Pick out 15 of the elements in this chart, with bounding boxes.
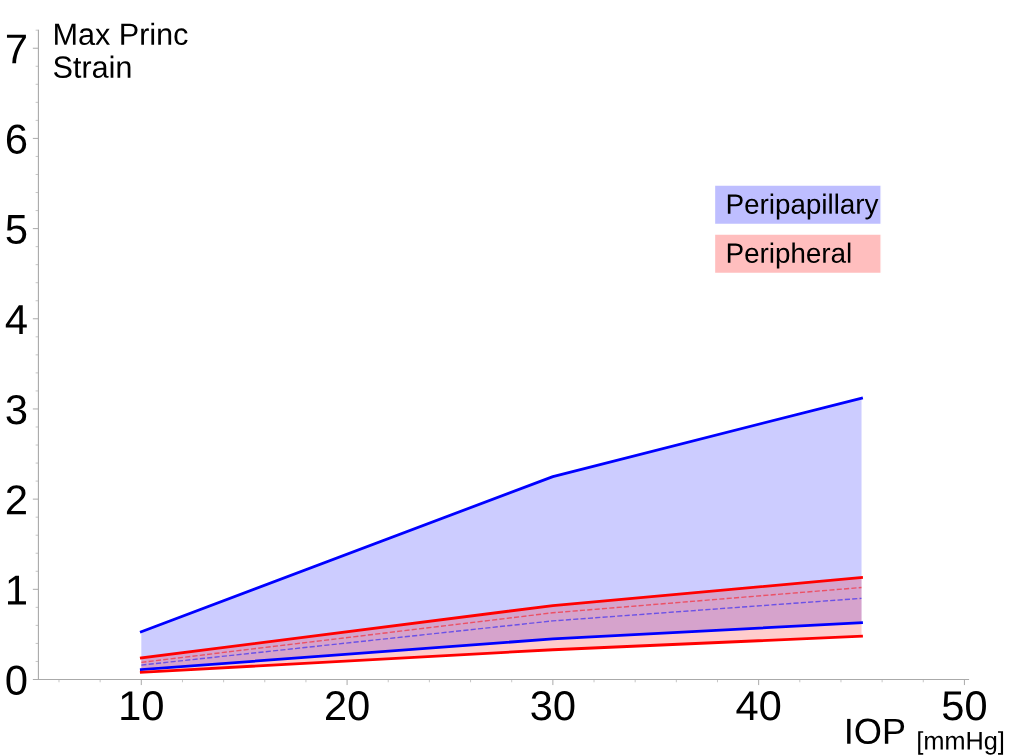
x-tick-label: 30 <box>531 691 575 721</box>
y-tick-label: 4 <box>5 305 27 334</box>
text: Peripheral <box>727 242 851 269</box>
x-tick-label: 40 <box>736 691 781 721</box>
y-tick-label: 5 <box>6 215 27 245</box>
y-tick-label: 0 <box>6 665 27 696</box>
y-axis-title: Max Princ Strain <box>53 22 188 79</box>
x-tick-label: 20 <box>326 691 369 721</box>
y-tick-label: 1 <box>8 575 26 605</box>
x-tick-label: 10 <box>121 691 163 721</box>
y-tick-label: 3 <box>6 394 27 425</box>
y-tick-label: 6 <box>6 124 27 154</box>
y-tick-label: 2 <box>6 485 26 515</box>
y-tick-label: 7 <box>6 34 26 64</box>
text: Peripapillary <box>727 193 879 220</box>
